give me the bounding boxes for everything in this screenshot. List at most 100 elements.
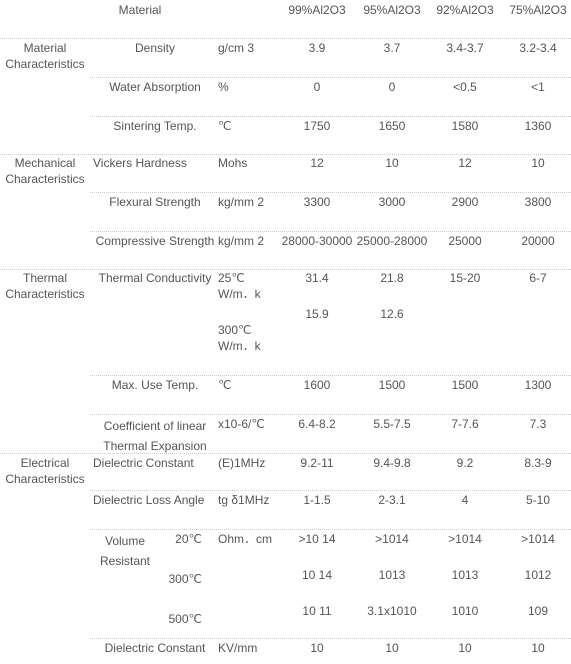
property-label: Compressive Strength [95, 234, 215, 248]
unit: tg δ1MHz [218, 493, 270, 507]
cell-value: 10 [531, 156, 545, 170]
cell-value: 1500 [378, 378, 406, 392]
row-divider [90, 77, 571, 78]
group-label: Thermal Characteristics [5, 271, 85, 301]
row-divider [90, 192, 571, 193]
cell-value: 1650 [378, 119, 406, 133]
cell-value: 7.3 [529, 417, 547, 431]
cell-value: 5.5-7.5 [373, 417, 411, 431]
cell-value: 1010 [451, 604, 479, 618]
cell-value: 15.9 [305, 307, 329, 321]
cell-value: 4 [461, 493, 469, 507]
cell-value: 1013 [378, 568, 406, 582]
cell-value: >1014 [375, 532, 409, 546]
cell-value: 8.3-9 [524, 456, 552, 470]
cell-value: 10 14 [301, 568, 333, 582]
cell-value: 0 [388, 80, 396, 94]
unit: kg/mm 2 [218, 234, 265, 248]
cell-value: 3800 [524, 195, 552, 209]
cell-value: 12.6 [380, 307, 404, 321]
header-label: Material [118, 3, 162, 17]
cell-value: 1013 [451, 568, 479, 582]
unit: KV/mm [218, 641, 258, 655]
cell-value: 25000 [448, 234, 482, 248]
row-divider [0, 269, 571, 270]
row-divider [90, 414, 571, 415]
cell-value: 9.2-11 [300, 456, 334, 470]
cell-value: >1014 [448, 532, 482, 546]
cell-value: 109 [527, 604, 549, 618]
cell-value: 10 11 [302, 604, 332, 618]
row-divider [0, 453, 571, 454]
cell-value: 0 [313, 80, 321, 94]
cell-value: 9.2 [456, 456, 474, 470]
property-label: Dielectric Constant [93, 456, 194, 470]
cell-value: 28000-30000 [281, 234, 353, 248]
grade-header: 99%Al2O3 [288, 3, 346, 17]
unit: x10-6/℃ [218, 417, 265, 431]
row-divider [0, 154, 571, 155]
property-label: Vickers Hardness [93, 156, 187, 170]
cell-value: 10 [385, 641, 399, 655]
group-label: Material Characteristics [5, 41, 85, 71]
grade-header: 95%Al2O3 [363, 3, 421, 17]
row-divider [0, 38, 571, 39]
cell-value: 3000 [378, 195, 406, 209]
property-label: Dielectric Constant [104, 641, 206, 655]
row-divider [90, 116, 571, 117]
unit: ℃ [218, 378, 232, 392]
cell-value: 3300 [303, 195, 331, 209]
unit: Ohm．cm [218, 532, 273, 546]
row-divider [90, 490, 571, 491]
cell-value: 25000-28000 [356, 234, 428, 248]
cell-value: 3.9 [308, 41, 326, 55]
cell-value: 2-3.1 [378, 493, 406, 507]
cell-value: 1360 [524, 119, 552, 133]
property-label: Thermal Conductivity [98, 271, 212, 285]
unit: Mohs [218, 156, 248, 170]
unit: % [218, 80, 229, 94]
property-label: Volume Resistant [99, 534, 151, 568]
cell-value: <0.5 [453, 80, 477, 94]
property-label: Max. Use Temp. [111, 378, 199, 392]
cell-value: 3.7 [383, 41, 401, 55]
cell-value: 3.1x1010 [367, 604, 417, 618]
cell-value: 1-1.5 [303, 493, 331, 507]
unit: 300℃ W/m．k [218, 323, 261, 353]
condition: 300℃ [168, 572, 203, 586]
group-label: Electrical Characteristics [5, 456, 85, 486]
cell-value: 9.4-9.8 [373, 456, 411, 470]
cell-value: >10 14 [298, 532, 336, 546]
cell-value: 31.4 [305, 271, 329, 285]
property-label: Dielectric Loss Angle [93, 493, 205, 507]
cell-value: 1580 [451, 119, 479, 133]
cell-value: 10 [458, 641, 472, 655]
cell-value: 3.2-3.4 [519, 41, 557, 55]
cell-value: <1 [531, 80, 545, 94]
cell-value: 10 [310, 641, 324, 655]
cell-value: 1300 [524, 378, 552, 392]
group-label: Mechanical Characteristics [5, 156, 85, 186]
cell-value: 10 [531, 641, 545, 655]
property-label: Flexural Strength [109, 195, 201, 209]
grade-header: 75%Al2O3 [509, 3, 567, 17]
cell-value: 21.8 [380, 271, 404, 285]
unit: (E)1MHz [218, 456, 266, 470]
cell-value: 2900 [451, 195, 479, 209]
property-label: Water Absorption [109, 80, 201, 94]
cell-value: 1600 [303, 378, 331, 392]
unit: g/cm 3 [218, 41, 255, 55]
cell-value: 10 [385, 156, 399, 170]
cell-value: 15-20 [449, 271, 481, 285]
row-divider [90, 529, 571, 530]
cell-value: 20000 [521, 234, 555, 248]
cell-value: 6.4-8.2 [298, 417, 336, 431]
unit: 25℃ W/m．k [218, 271, 261, 301]
unit: ℃ [218, 119, 232, 133]
cell-value: 7-7.6 [451, 417, 479, 431]
property-label: Sintering Temp. [113, 119, 197, 133]
cell-value: 1012 [524, 568, 552, 582]
cell-value: 5-10 [525, 493, 551, 507]
row-divider [90, 375, 571, 376]
